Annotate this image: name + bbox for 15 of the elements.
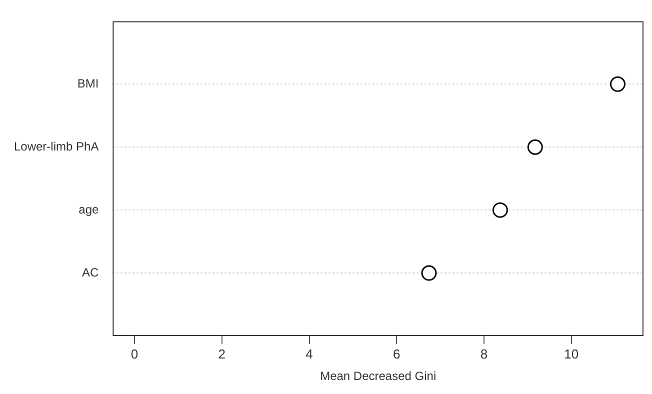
y-tick-label: AC bbox=[82, 265, 100, 280]
x-axis-title: Mean Decreased Gini bbox=[320, 369, 436, 384]
y-tick-label: BMI bbox=[77, 76, 99, 90]
point bbox=[527, 139, 543, 155]
point bbox=[610, 76, 626, 92]
x-tick-label: 8 bbox=[480, 346, 488, 362]
x-tick-label: 2 bbox=[218, 346, 226, 362]
x-tick-label: 0 bbox=[130, 346, 138, 362]
x-tick-label: 4 bbox=[306, 346, 313, 362]
x-tick-label: 6 bbox=[393, 346, 400, 362]
point bbox=[421, 265, 437, 281]
point bbox=[492, 202, 508, 218]
y-tick-label: age bbox=[78, 202, 100, 216]
y-tick-label: Lower-limb PhA bbox=[14, 139, 99, 154]
x-tick-label: 10 bbox=[564, 346, 579, 362]
